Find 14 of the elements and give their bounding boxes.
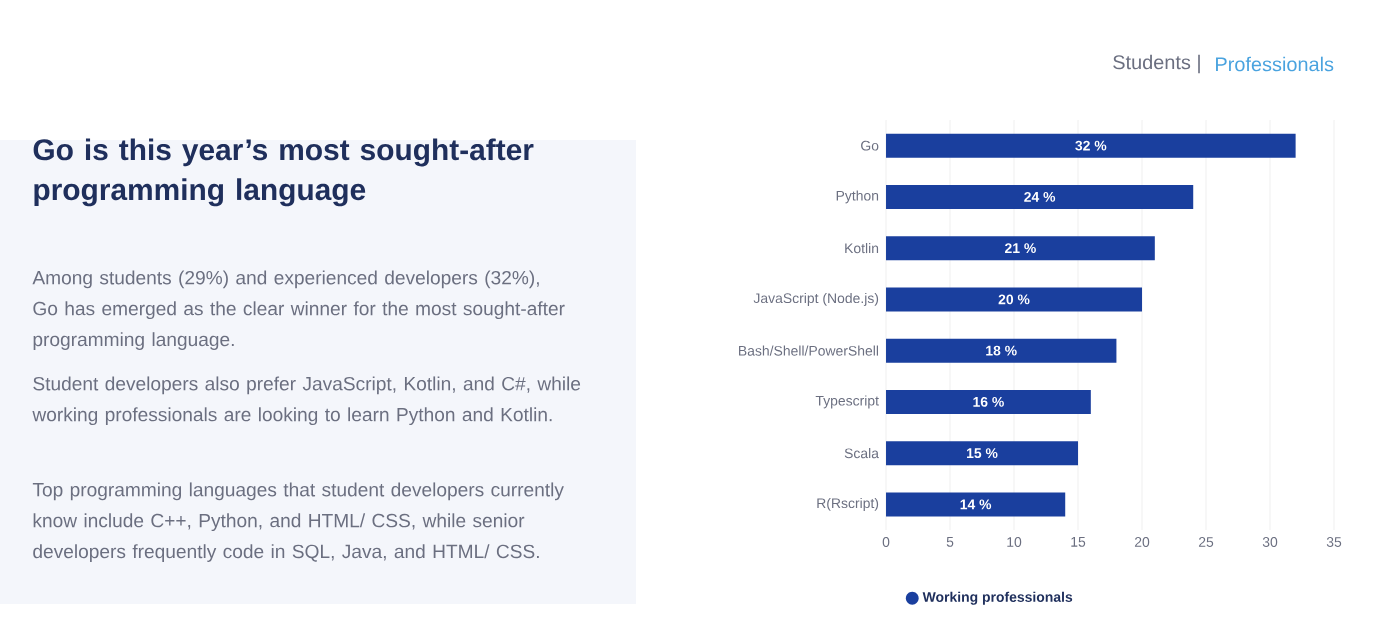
text: Students |	[1113, 54, 1200, 74]
bar	[886, 184, 1194, 209]
text: Go is this year’s most sought-after programming language	[33, 138, 534, 207]
bar	[886, 236, 1155, 261]
bar	[886, 338, 1117, 363]
bar	[886, 389, 1091, 414]
bar	[886, 492, 1066, 517]
bar	[886, 287, 1143, 312]
text: Among students (29%) and experienced developers (32%), Go has emerged as the clear winner for the most sought-after programming language.	[32, 270, 565, 350]
text: Student developers also prefer JavaScript, Kotlin, and C#, while working professionals are looking to learn Python and Kotlin.	[32, 376, 581, 426]
bar	[886, 441, 1079, 466]
bar	[886, 133, 1296, 158]
text: Professionals	[1216, 56, 1334, 72]
text: Top programming languages that student developers currently know include C++, Python, and HTML/ CSS, while senior developers frequently code in SQL, Java, and HTML/ CSS.	[32, 482, 564, 562]
